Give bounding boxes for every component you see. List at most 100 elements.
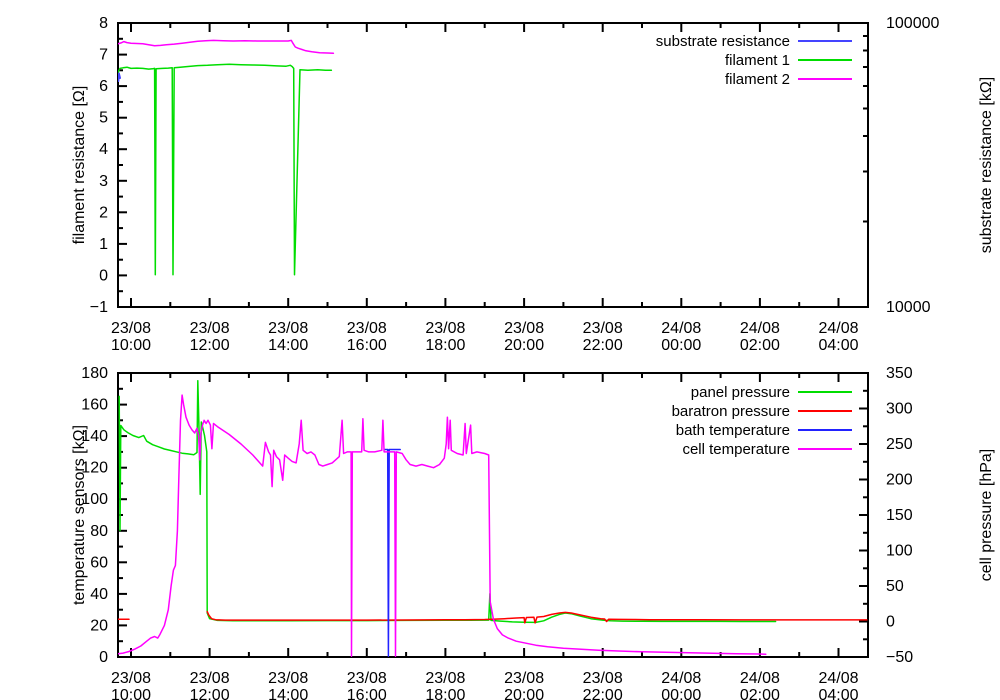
left-tick-label: 140 bbox=[81, 428, 108, 445]
x-tick-time-label: 16:00 bbox=[347, 687, 387, 700]
legend-label: baratron pressure bbox=[672, 403, 790, 420]
x-tick-time-label: 12:00 bbox=[190, 687, 230, 700]
right-tick-label: −50 bbox=[886, 649, 913, 666]
x-tick-time-label: 22:00 bbox=[583, 687, 623, 700]
x-tick-date-label: 23/08 bbox=[425, 320, 465, 337]
right-tick-label: 10000 bbox=[886, 299, 931, 316]
x-tick-date-label: 23/08 bbox=[583, 320, 623, 337]
x-tick-time-label: 10:00 bbox=[111, 687, 151, 700]
left-tick-label: 160 bbox=[81, 397, 108, 414]
legend bbox=[798, 391, 852, 450]
series-cell-temperature bbox=[118, 394, 767, 657]
x-tick-date-label: 23/08 bbox=[583, 670, 623, 687]
right-tick-label: 50 bbox=[886, 578, 904, 595]
x-tick-date-label: 23/08 bbox=[347, 320, 387, 337]
legend-label: bath temperature bbox=[676, 422, 790, 439]
x-tick-date-label: 24/08 bbox=[661, 670, 701, 687]
x-tick-date-label: 23/08 bbox=[268, 320, 308, 337]
left-axis bbox=[118, 22, 127, 308]
x-tick-time-label: 00:00 bbox=[661, 687, 701, 700]
x-tick-time-label: 10:00 bbox=[111, 337, 151, 354]
legend-label: filament 2 bbox=[725, 71, 790, 88]
x-tick-date-label: 24/08 bbox=[740, 320, 780, 337]
right-tick-label: 100 bbox=[886, 543, 913, 560]
x-tick-date-label: 24/08 bbox=[818, 320, 858, 337]
right-tick-label: 350 bbox=[886, 365, 913, 382]
temperature-pressure-panel bbox=[117, 372, 869, 658]
x-tick-date-label: 23/08 bbox=[504, 320, 544, 337]
left-tick-label: 3 bbox=[99, 173, 108, 190]
right-axis-title: cell pressure [hPa] bbox=[978, 449, 995, 582]
left-tick-label: 6 bbox=[99, 78, 108, 95]
right-tick-label: 0 bbox=[886, 614, 895, 631]
left-tick-label: 120 bbox=[81, 460, 108, 477]
x-tick-time-label: 18:00 bbox=[425, 337, 465, 354]
x-tick-time-label: 00:00 bbox=[661, 337, 701, 354]
left-tick-label: 100 bbox=[81, 491, 108, 508]
series-bath-temperature bbox=[383, 448, 401, 657]
legend-label: filament 1 bbox=[725, 52, 790, 69]
x-tick-time-label: 04:00 bbox=[818, 337, 858, 354]
x-tick-date-label: 23/08 bbox=[190, 670, 230, 687]
x-tick-time-label: 04:00 bbox=[818, 687, 858, 700]
x-tick-time-label: 02:00 bbox=[740, 687, 780, 700]
left-tick-label: 7 bbox=[99, 47, 108, 64]
right-tick-label: 300 bbox=[886, 401, 913, 418]
left-axis-title: temperature sensors [kΩ] bbox=[71, 425, 88, 605]
series-filament-2 bbox=[118, 39, 335, 55]
left-tick-label: 2 bbox=[99, 204, 108, 221]
x-tick-time-label: 16:00 bbox=[347, 337, 387, 354]
legend-label: cell temperature bbox=[682, 441, 790, 458]
x-tick-time-label: 14:00 bbox=[268, 337, 308, 354]
x-tick-time-label: 22:00 bbox=[583, 337, 623, 354]
left-tick-label: 80 bbox=[90, 523, 108, 540]
left-tick-label: 8 bbox=[99, 15, 108, 32]
x-tick-date-label: 23/08 bbox=[504, 670, 544, 687]
x-tick-time-label: 20:00 bbox=[504, 337, 544, 354]
x-tick-time-label: 02:00 bbox=[740, 337, 780, 354]
x-axis bbox=[130, 23, 840, 307]
left-tick-label: 5 bbox=[99, 110, 108, 127]
right-axis bbox=[859, 22, 868, 308]
left-tick-label: −1 bbox=[90, 299, 108, 316]
left-tick-label: 4 bbox=[99, 141, 108, 158]
left-tick-label: 180 bbox=[81, 365, 108, 382]
x-tick-time-label: 14:00 bbox=[268, 687, 308, 700]
left-tick-label: 1 bbox=[99, 236, 108, 253]
legend bbox=[798, 40, 852, 80]
legend-label: panel pressure bbox=[691, 384, 790, 401]
resistance-panel bbox=[117, 22, 869, 308]
x-tick-date-label: 23/08 bbox=[111, 670, 151, 687]
x-tick-date-label: 24/08 bbox=[661, 320, 701, 337]
x-tick-time-label: 20:00 bbox=[504, 687, 544, 700]
series-filament-1 bbox=[118, 63, 333, 276]
x-tick-date-label: 23/08 bbox=[268, 670, 308, 687]
right-axis-title: substrate resistance [kΩ] bbox=[978, 77, 995, 253]
x-axis bbox=[130, 373, 840, 657]
x-tick-date-label: 23/08 bbox=[111, 320, 151, 337]
left-tick-label: 40 bbox=[90, 586, 108, 603]
x-tick-date-label: 23/08 bbox=[425, 670, 465, 687]
x-tick-date-label: 24/08 bbox=[740, 670, 780, 687]
left-tick-label: 20 bbox=[90, 617, 108, 634]
left-axis-title: filament resistance [Ω] bbox=[71, 86, 88, 245]
left-tick-label: 0 bbox=[99, 649, 108, 666]
right-tick-label: 150 bbox=[886, 507, 913, 524]
right-tick-label: 100000 bbox=[886, 15, 939, 32]
right-tick-label: 200 bbox=[886, 472, 913, 489]
right-tick-label: 250 bbox=[886, 436, 913, 453]
series-group bbox=[118, 39, 335, 276]
left-tick-label: 60 bbox=[90, 554, 108, 571]
x-tick-date-label: 23/08 bbox=[190, 320, 230, 337]
left-tick-label: 0 bbox=[99, 267, 108, 284]
right-axis bbox=[859, 372, 868, 658]
x-tick-date-label: 23/08 bbox=[347, 670, 387, 687]
legend-label: substrate resistance bbox=[656, 33, 790, 50]
series-group bbox=[118, 380, 868, 657]
series-substrate-resistance bbox=[118, 72, 121, 82]
x-tick-time-label: 12:00 bbox=[190, 337, 230, 354]
x-tick-time-label: 18:00 bbox=[425, 687, 465, 700]
series-baratron-pressure bbox=[118, 610, 868, 624]
